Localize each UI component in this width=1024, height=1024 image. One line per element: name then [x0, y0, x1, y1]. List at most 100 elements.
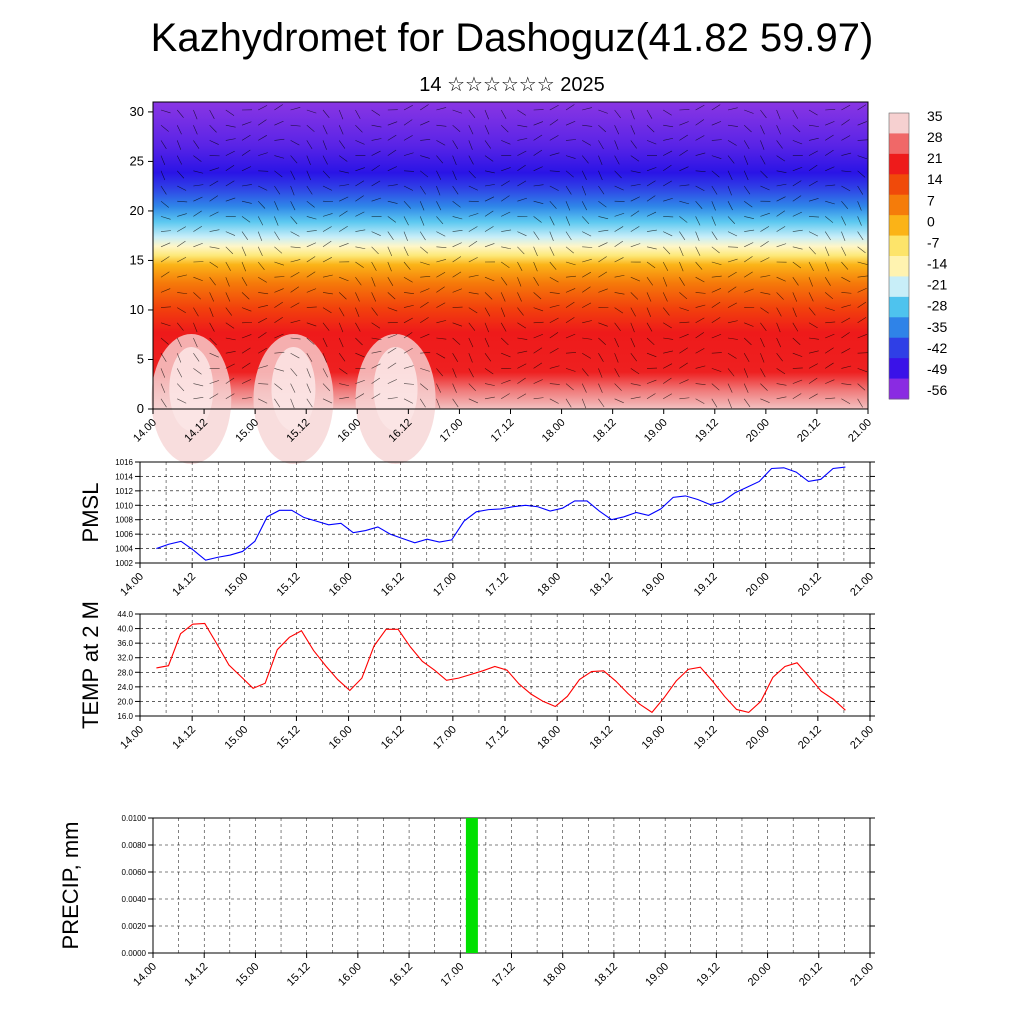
wind-barb: [225, 377, 235, 384]
wind-barb: [711, 288, 722, 293]
wind-barb: [533, 134, 543, 141]
wind-barb: [420, 104, 429, 111]
x-tick-label: 15.12: [285, 961, 313, 989]
x-tick-label: 20.00: [744, 724, 772, 752]
wind-barb: [177, 240, 186, 248]
wind-barb: [630, 210, 640, 217]
wind-barb: [225, 246, 234, 255]
wind-barb: [760, 155, 766, 165]
wind-barb: [420, 155, 430, 159]
wind-barb: [598, 170, 603, 181]
y-tick-label: 0.0040: [122, 895, 147, 904]
wind-barb: [695, 246, 701, 256]
wind-barb: [371, 292, 377, 302]
wind-barb: [549, 304, 560, 308]
wind-barb: [241, 246, 247, 257]
wind-barb: [841, 398, 851, 405]
wind-barb: [322, 307, 332, 314]
wind-barb: [339, 383, 350, 387]
wind-barb: [403, 292, 414, 294]
wind-barb: [355, 167, 365, 172]
wind-barb: [306, 155, 311, 165]
wind-barb: [792, 140, 803, 145]
wind-barb: [679, 109, 690, 111]
wind-barb: [436, 286, 445, 293]
wind-barb: [371, 350, 382, 354]
wind-barb: [452, 230, 463, 232]
wind-barb: [565, 170, 574, 178]
wind-barb: [290, 185, 295, 196]
wind-barb: [792, 393, 802, 400]
wind-barb: [501, 229, 512, 232]
wind-barb: [500, 109, 507, 119]
wind-barb: [355, 352, 365, 358]
colorbar-swatch: [889, 358, 909, 380]
wind-barb: [614, 185, 624, 191]
wind-barb: [501, 195, 510, 202]
wind-barb: [695, 383, 706, 385]
wind-barb: [808, 109, 818, 116]
wind-barb: [419, 216, 425, 226]
y-tick-label: 1002: [115, 559, 133, 568]
wind-barb: [792, 211, 802, 217]
wind-barb: [274, 155, 285, 159]
wind-barb: [760, 240, 769, 248]
wind-barb: [695, 276, 705, 283]
wind-barb: [209, 246, 220, 249]
wind-barb: [355, 393, 365, 400]
wind-barb: [339, 276, 349, 282]
wind-barb: [695, 261, 703, 270]
wind-barb: [452, 383, 457, 393]
wind-barb: [630, 276, 641, 282]
wind-barb: [209, 393, 219, 400]
wind-barb: [322, 155, 328, 165]
x-tick-label: 21.00: [848, 571, 876, 599]
wind-barb: [501, 211, 511, 217]
wind-barb: [808, 292, 814, 302]
wind-barb: [322, 398, 333, 404]
wind-barb: [241, 379, 252, 384]
wind-barb: [581, 368, 589, 377]
wind-barb: [306, 109, 317, 114]
wind-barb: [371, 393, 381, 400]
wind-barb: [614, 398, 624, 404]
wind-barb: [436, 302, 446, 308]
wind-barb: [274, 276, 285, 278]
x-tick-label: 14.12: [170, 571, 198, 599]
wind-barb: [257, 246, 263, 256]
wind-barb: [727, 201, 733, 211]
colorbar-label: 0: [927, 213, 935, 229]
wind-barb: [598, 398, 605, 408]
wind-barb: [646, 292, 652, 302]
wind-barb: [679, 379, 689, 384]
wind-barb: [630, 396, 641, 400]
wind-barb: [306, 170, 311, 181]
wind-barb: [808, 164, 818, 172]
wind-barb: [338, 125, 344, 135]
wind-barb: [792, 166, 803, 172]
wind-barb: [371, 322, 381, 329]
wind-barb: [857, 275, 868, 278]
wind-barb: [403, 365, 414, 369]
wind-barb: [792, 277, 799, 286]
colorbar-label: -7: [927, 234, 940, 250]
wind-barb: [160, 200, 169, 208]
wind-barb: [825, 108, 836, 111]
wind-barb: [436, 216, 444, 225]
x-tick-label: 20.12: [795, 417, 823, 445]
wind-barb: [484, 155, 494, 162]
wind-barb: [582, 124, 593, 127]
wind-barb: [679, 292, 688, 300]
wind-barb: [630, 292, 639, 300]
wind-barb: [371, 197, 382, 202]
wind-barb: [808, 337, 819, 340]
wind-barb: [582, 258, 592, 263]
wind-barb: [274, 120, 284, 126]
wind-barb: [549, 365, 560, 369]
wind-barb: [857, 398, 863, 408]
wind-barb: [274, 104, 283, 111]
wind-barb: [760, 322, 767, 332]
wind-barb: [711, 104, 721, 111]
wind-barb: [258, 135, 267, 141]
